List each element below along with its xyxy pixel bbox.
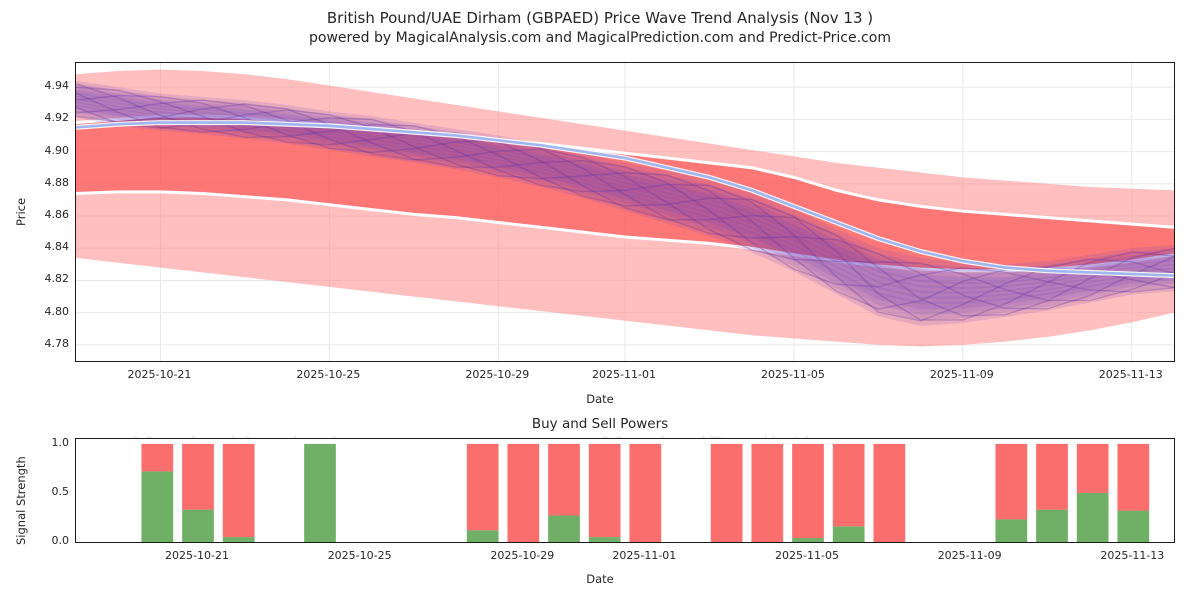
signal-x-tick-label: 2025-11-13	[1100, 549, 1165, 562]
y-tick-label: 4.78	[44, 336, 70, 350]
y-tick-label: 4.88	[44, 175, 70, 189]
y-tick-label: 4.84	[44, 240, 70, 254]
x-tick-label: 2025-11-13	[1098, 368, 1163, 381]
x-tick-label: 2025-11-01	[592, 368, 656, 381]
buy-sell-svg	[141, 443, 1150, 542]
y-tick-label: 4.94	[44, 79, 70, 93]
price-wave-plot	[75, 62, 1175, 362]
y-tick-label: 4.90	[44, 143, 70, 157]
signal-x-tick-label: 2025-10-29	[490, 549, 555, 562]
x-tick-label: 2025-11-09	[929, 368, 994, 381]
price-wave-svg	[76, 63, 1174, 361]
x-tick-label: 2025-10-29	[465, 368, 530, 381]
signal-y-tick-label: 1.0	[51, 435, 70, 449]
y-tick-label: 4.92	[44, 111, 70, 125]
buy-sell-powers-plot	[75, 438, 1175, 543]
signal-x-tick-label: 2025-11-05	[775, 549, 839, 562]
signal-x-tick-label: 2025-10-25	[327, 549, 392, 562]
x-tick-label: 2025-10-25	[296, 368, 361, 381]
page-title: British Pound/UAE Dirham (GBPAED) Price …	[326, 9, 874, 27]
y-tick-label: 4.86	[44, 208, 70, 222]
signal-x-tick-label: 2025-11-01	[612, 549, 677, 562]
signal-panel-title: Buy and Sell Powers	[531, 416, 669, 432]
x-tick-label: 2025-11-05	[760, 368, 825, 381]
y-tick-label: 4.80	[44, 304, 70, 318]
page-subtitle: powered by MagicalAnalysis.com and Magic…	[309, 30, 891, 46]
signal-x-tick-label: 2025-11-09	[937, 549, 1002, 562]
x-tick-label: 2025-10-21	[127, 368, 192, 381]
chart-title-block: British Pound/UAE Dirham (GBPAED) Price …	[0, 8, 1200, 48]
signal-axis-label: Signal Strength	[14, 456, 28, 545]
signal-x-tick-label: 2025-10-21	[165, 549, 229, 562]
date-axis-label-bottom: Date	[586, 572, 614, 586]
y-tick-label: 4.82	[44, 272, 70, 286]
signal-y-tick-label: 0.0	[51, 534, 70, 547]
signal-y-tick-label: 0.5	[51, 484, 70, 498]
date-axis-label-top: Date	[586, 392, 614, 406]
